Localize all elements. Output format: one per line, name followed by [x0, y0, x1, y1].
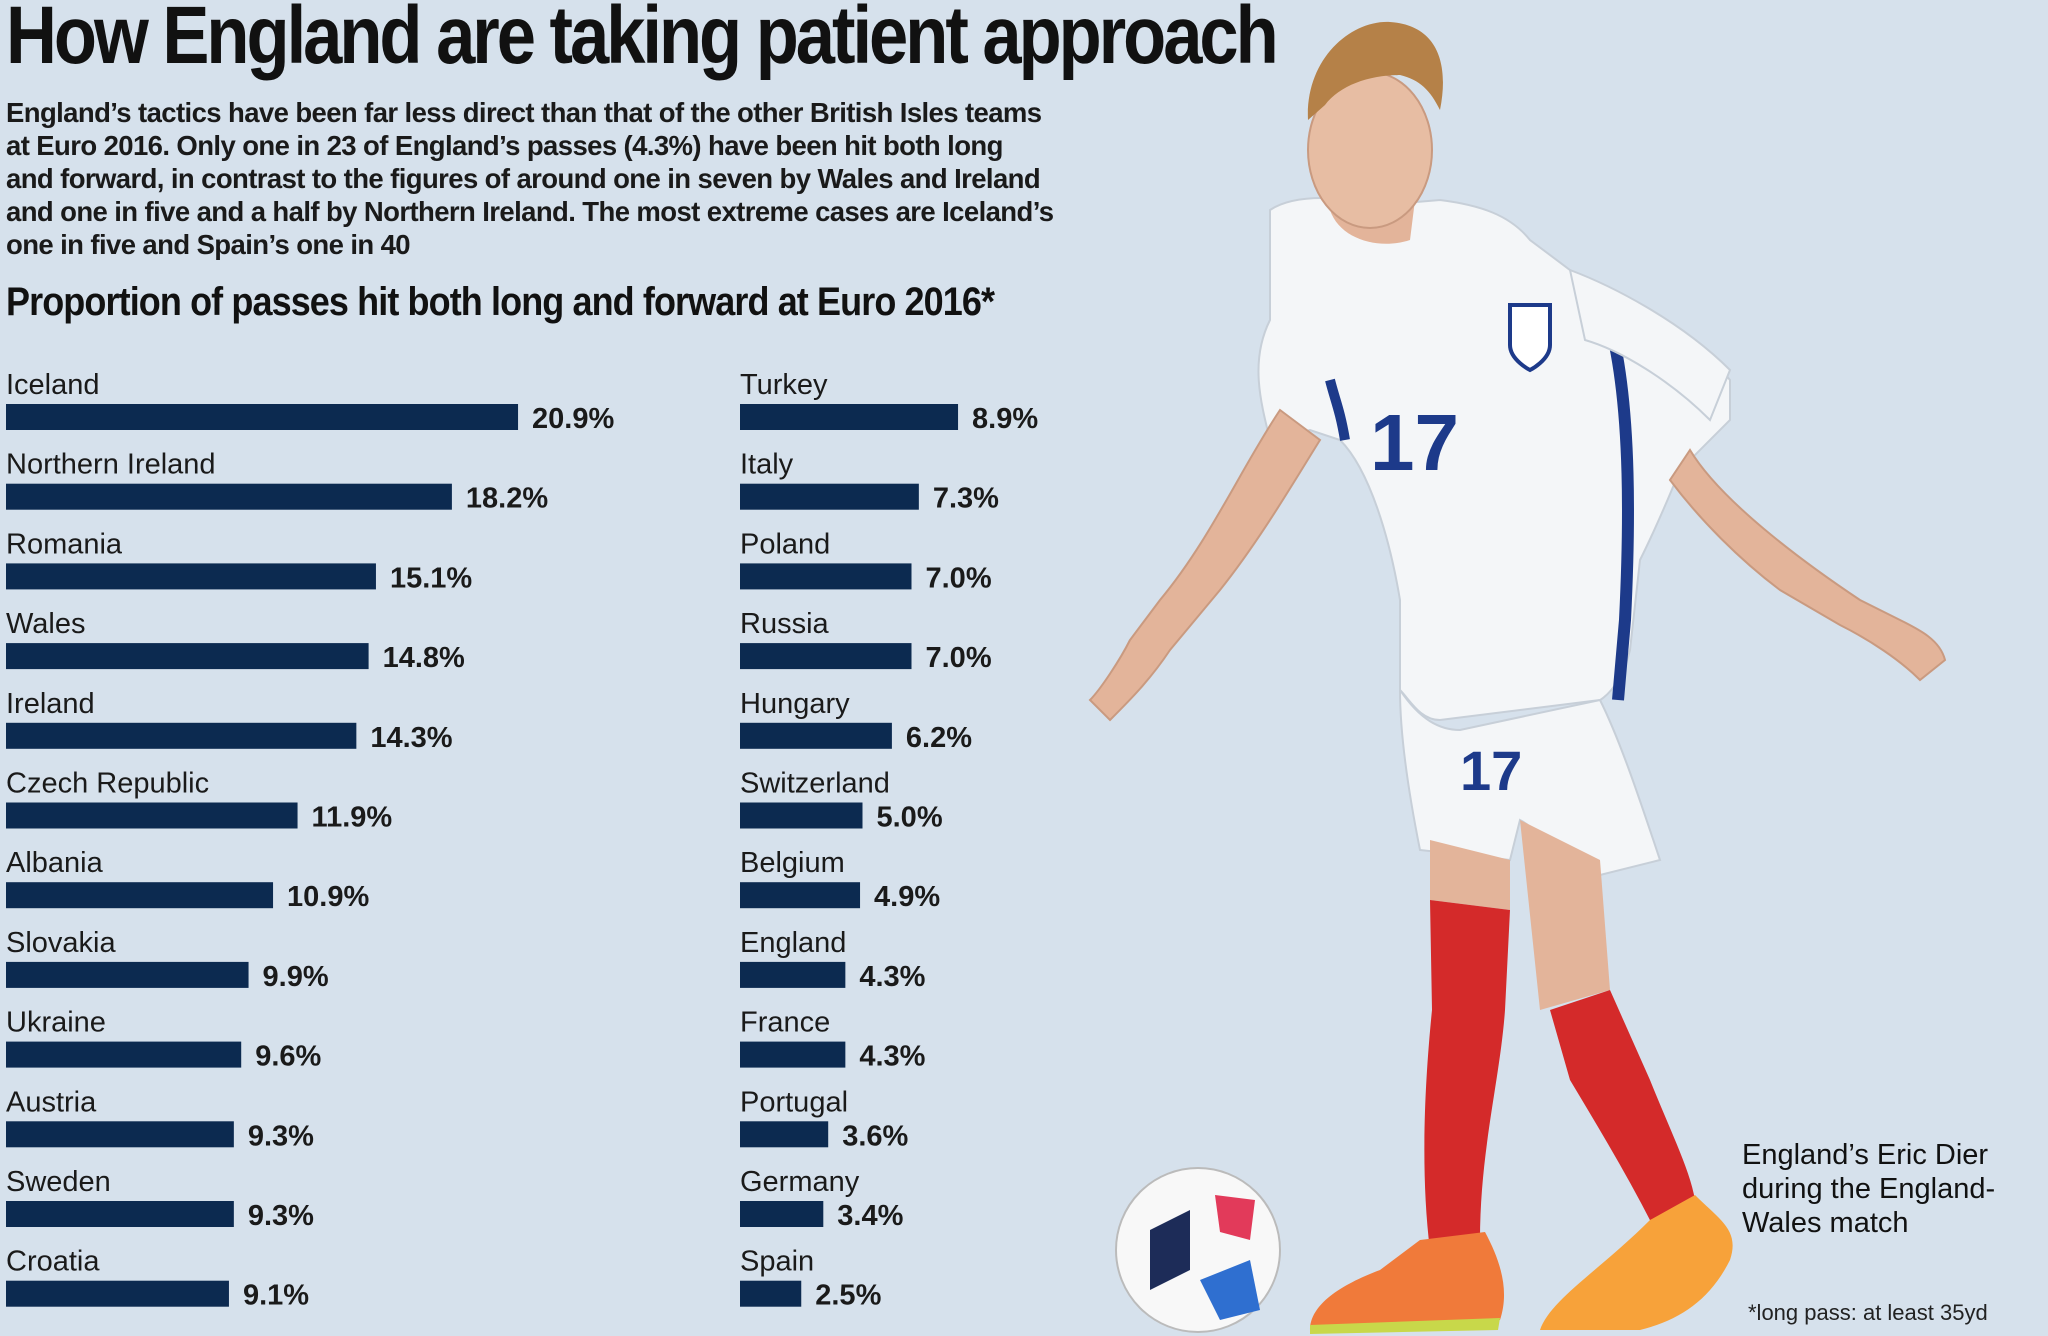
right-knee — [1520, 820, 1610, 1010]
bar — [6, 1280, 229, 1307]
value-label: 6.2% — [906, 722, 972, 754]
bar — [6, 563, 376, 590]
bar — [6, 722, 357, 749]
bar — [6, 483, 452, 510]
category-label: Turkey — [740, 369, 828, 401]
bar — [740, 563, 912, 590]
category-label: England — [740, 927, 846, 959]
category-label: Iceland — [6, 369, 100, 401]
value-label: 7.3% — [933, 483, 999, 515]
value-label: 5.0% — [877, 802, 943, 834]
value-label: 4.3% — [859, 1041, 925, 1073]
category-label: Portugal — [740, 1086, 848, 1118]
value-label: 7.0% — [926, 642, 992, 674]
bar — [6, 882, 274, 909]
category-label: Belgium — [740, 847, 845, 879]
bar — [6, 1041, 242, 1068]
sleeve-trim — [1325, 378, 1350, 441]
bar — [740, 882, 861, 909]
bar — [740, 722, 892, 749]
category-label: France — [740, 1007, 830, 1039]
ball-panel-blue — [1200, 1260, 1260, 1320]
category-label: Austria — [6, 1086, 97, 1118]
hair — [1307, 21, 1443, 120]
photo-caption: England’s Eric Dier during the England-W… — [1742, 1139, 1996, 1239]
boot-sole — [1310, 1318, 1500, 1334]
value-label: 10.9% — [287, 881, 369, 913]
ball-panel-navy — [1150, 1210, 1190, 1290]
bar — [6, 1201, 234, 1227]
left-sock — [1424, 900, 1510, 1250]
category-label: Ireland — [6, 688, 95, 720]
category-label: Croatia — [6, 1246, 100, 1278]
bar — [740, 404, 959, 430]
shorts-number: 17 — [1460, 739, 1522, 802]
value-label: 3.6% — [842, 1120, 908, 1152]
shirt-stripe — [1609, 343, 1634, 701]
bar — [740, 802, 863, 829]
right-boot — [1540, 1195, 1733, 1330]
value-label: 4.9% — [874, 881, 940, 913]
value-label: 9.1% — [243, 1280, 309, 1312]
category-label: Czech Republic — [6, 768, 209, 800]
value-label: 4.3% — [859, 961, 925, 993]
bar — [6, 802, 298, 829]
value-label: 8.9% — [972, 403, 1038, 435]
value-label: 11.9% — [312, 802, 393, 834]
bar — [740, 1280, 802, 1307]
bar — [6, 961, 249, 988]
category-label: Northern Ireland — [6, 449, 216, 481]
bar — [740, 1201, 824, 1227]
bar — [6, 643, 369, 670]
value-label: 18.2% — [466, 483, 548, 515]
value-label: 14.8% — [383, 642, 465, 674]
bar-chart: Iceland 20.9% Northern Ireland 18.2% Romania… — [6, 369, 1038, 1312]
category-label: Albania — [6, 847, 104, 879]
bar — [6, 404, 519, 430]
bar — [6, 1121, 234, 1148]
headline: How England are taking patient approach — [6, 0, 1279, 81]
category-label: Switzerland — [740, 768, 890, 800]
category-label: Romania — [6, 528, 123, 560]
left-thigh — [1430, 840, 1510, 910]
value-label: 7.0% — [926, 562, 992, 594]
bar — [740, 643, 912, 670]
category-label: Russia — [740, 608, 830, 640]
category-label: Ukraine — [6, 1007, 106, 1039]
category-label: Poland — [740, 528, 830, 560]
category-label: Wales — [6, 608, 86, 640]
value-label: 9.3% — [248, 1200, 314, 1232]
footnote: *long pass: at least 35yd — [1748, 1300, 1988, 1325]
value-label: 20.9% — [532, 403, 614, 435]
bar — [740, 1121, 829, 1148]
category-label: Spain — [740, 1246, 814, 1278]
intro-paragraph: England’s tactics have been far less dir… — [6, 97, 1054, 260]
bar — [740, 1041, 846, 1068]
shirt — [1257, 197, 1731, 722]
category-label: Germany — [740, 1166, 860, 1198]
ball-panel-red — [1215, 1195, 1255, 1240]
bar — [740, 961, 846, 988]
category-label: Sweden — [6, 1166, 111, 1198]
left-arm — [1088, 408, 1322, 722]
chart-title: Proportion of passes hit both long and f… — [6, 280, 995, 324]
crest-icon — [1508, 303, 1552, 373]
value-label: 14.3% — [370, 722, 452, 754]
category-label: Italy — [740, 449, 794, 481]
right-sock — [1550, 990, 1695, 1230]
value-label: 15.1% — [390, 562, 472, 594]
left-boot — [1310, 1232, 1505, 1330]
bar — [740, 483, 919, 510]
value-label: 3.4% — [837, 1200, 903, 1232]
value-label: 2.5% — [815, 1280, 881, 1312]
shirt-number: 17 — [1370, 398, 1459, 487]
value-label: 9.3% — [248, 1120, 314, 1152]
category-label: Slovakia — [6, 927, 116, 959]
category-label: Hungary — [740, 688, 850, 720]
england-player-photo: 17 17 — [1088, 21, 1947, 1334]
right-arm — [1668, 448, 1947, 682]
right-sleeve — [1568, 268, 1732, 422]
value-label: 9.6% — [255, 1041, 321, 1073]
value-label: 9.9% — [263, 961, 329, 993]
